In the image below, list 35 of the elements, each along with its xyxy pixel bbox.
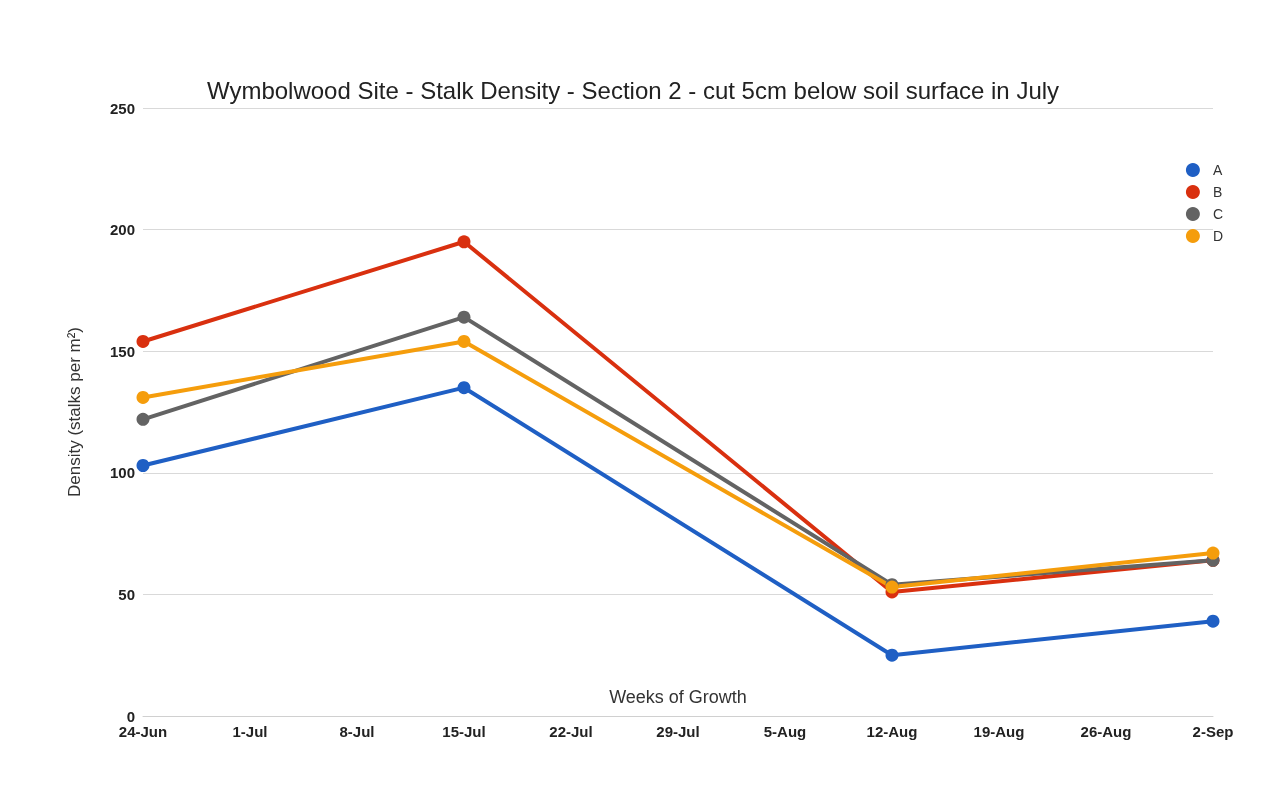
x-tick-label: 24-Jun <box>118 723 168 740</box>
point <box>1206 614 1220 628</box>
point <box>457 381 471 395</box>
legend-label: B <box>1212 184 1223 200</box>
x-tick-label: 12-Aug <box>866 723 918 740</box>
x-tick-label: 1-Jul <box>232 723 268 740</box>
x-tick-label: 5-Aug <box>763 723 807 740</box>
y-tick-label: 150 <box>109 342 135 360</box>
legend-label: C <box>1212 206 1224 222</box>
x-tick-label: 22-Jul <box>549 723 593 740</box>
legend-label: A <box>1212 162 1223 178</box>
y-tick-label: 200 <box>109 221 135 239</box>
legend-label: D <box>1212 228 1224 244</box>
x-tick-label: 29-Jul <box>656 723 700 740</box>
point <box>136 412 150 426</box>
point <box>136 459 150 472</box>
x-tick-label: 2-Sep <box>1192 723 1234 740</box>
point <box>136 390 150 404</box>
chart-title: Wymbolwood Site - Stalk Density - Section 2 - cut 5cm below soil surface in July <box>206 76 1060 104</box>
point <box>136 334 150 348</box>
x-tick-label: 15-Jul <box>442 723 486 740</box>
y-tick-label: 0 <box>126 707 135 725</box>
x-tick-label: 26-Aug <box>1080 723 1132 740</box>
point <box>457 310 471 324</box>
y-tick-label: 50 <box>118 585 135 603</box>
point <box>457 235 471 249</box>
point <box>457 334 471 348</box>
x-tick-label: 19-Aug <box>973 723 1025 740</box>
y-tick-label: 250 <box>109 99 135 117</box>
y-axis-title: Density (stalks per m²) <box>65 326 84 498</box>
point <box>885 648 899 662</box>
y-tick-label: 100 <box>109 464 135 482</box>
point <box>1206 546 1220 560</box>
x-tick-label: 8-Jul <box>339 723 375 740</box>
x-axis-title: Weeks of Growth <box>609 687 747 707</box>
